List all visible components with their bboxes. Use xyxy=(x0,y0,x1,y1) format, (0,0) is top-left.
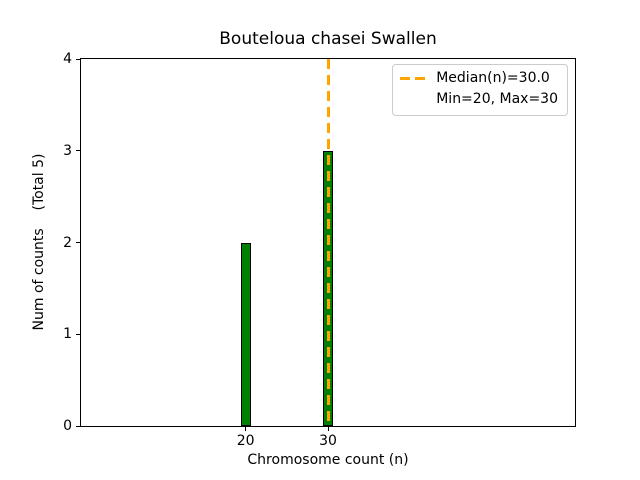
legend-label-median: Median(n)=30.0 xyxy=(436,70,550,86)
y-tick-label-1: 1 xyxy=(63,326,72,343)
y-tick-mark-3 xyxy=(76,150,80,152)
x-axis-label: Chromosome count (n) xyxy=(247,452,409,468)
y-tick-label-2: 2 xyxy=(63,234,72,251)
y-tick-label-3: 3 xyxy=(63,142,72,159)
y-tick-label-0: 0 xyxy=(63,418,72,434)
y-tick-mark-2 xyxy=(76,242,80,243)
legend-empty-handle xyxy=(400,98,426,101)
median-line xyxy=(326,59,330,426)
x-tick-label-20: 20 xyxy=(236,433,255,449)
y-tick-mark-0 xyxy=(76,425,80,427)
legend-row-minmax: Min=20, Max=30 xyxy=(400,89,558,110)
y-tick-mark-1 xyxy=(76,333,80,335)
x-tick-mark-20 xyxy=(245,427,247,431)
plot-area: Median(n)=30.0 Min=20, Max=30 xyxy=(80,58,576,427)
chart-title: Bouteloua chasei Swallen xyxy=(219,29,437,49)
x-tick-mark-30 xyxy=(327,427,329,431)
bar-x20 xyxy=(240,242,251,426)
legend-row-median: Median(n)=30.0 xyxy=(400,68,558,89)
y-tick-mark-4 xyxy=(76,58,80,60)
legend-label-minmax: Min=20, Max=30 xyxy=(436,91,558,107)
y-tick-label-4: 4 xyxy=(63,51,72,67)
legend: Median(n)=30.0 Min=20, Max=30 xyxy=(392,64,568,116)
median-dash-icon xyxy=(400,77,427,80)
x-tick-label-30: 30 xyxy=(319,433,337,449)
